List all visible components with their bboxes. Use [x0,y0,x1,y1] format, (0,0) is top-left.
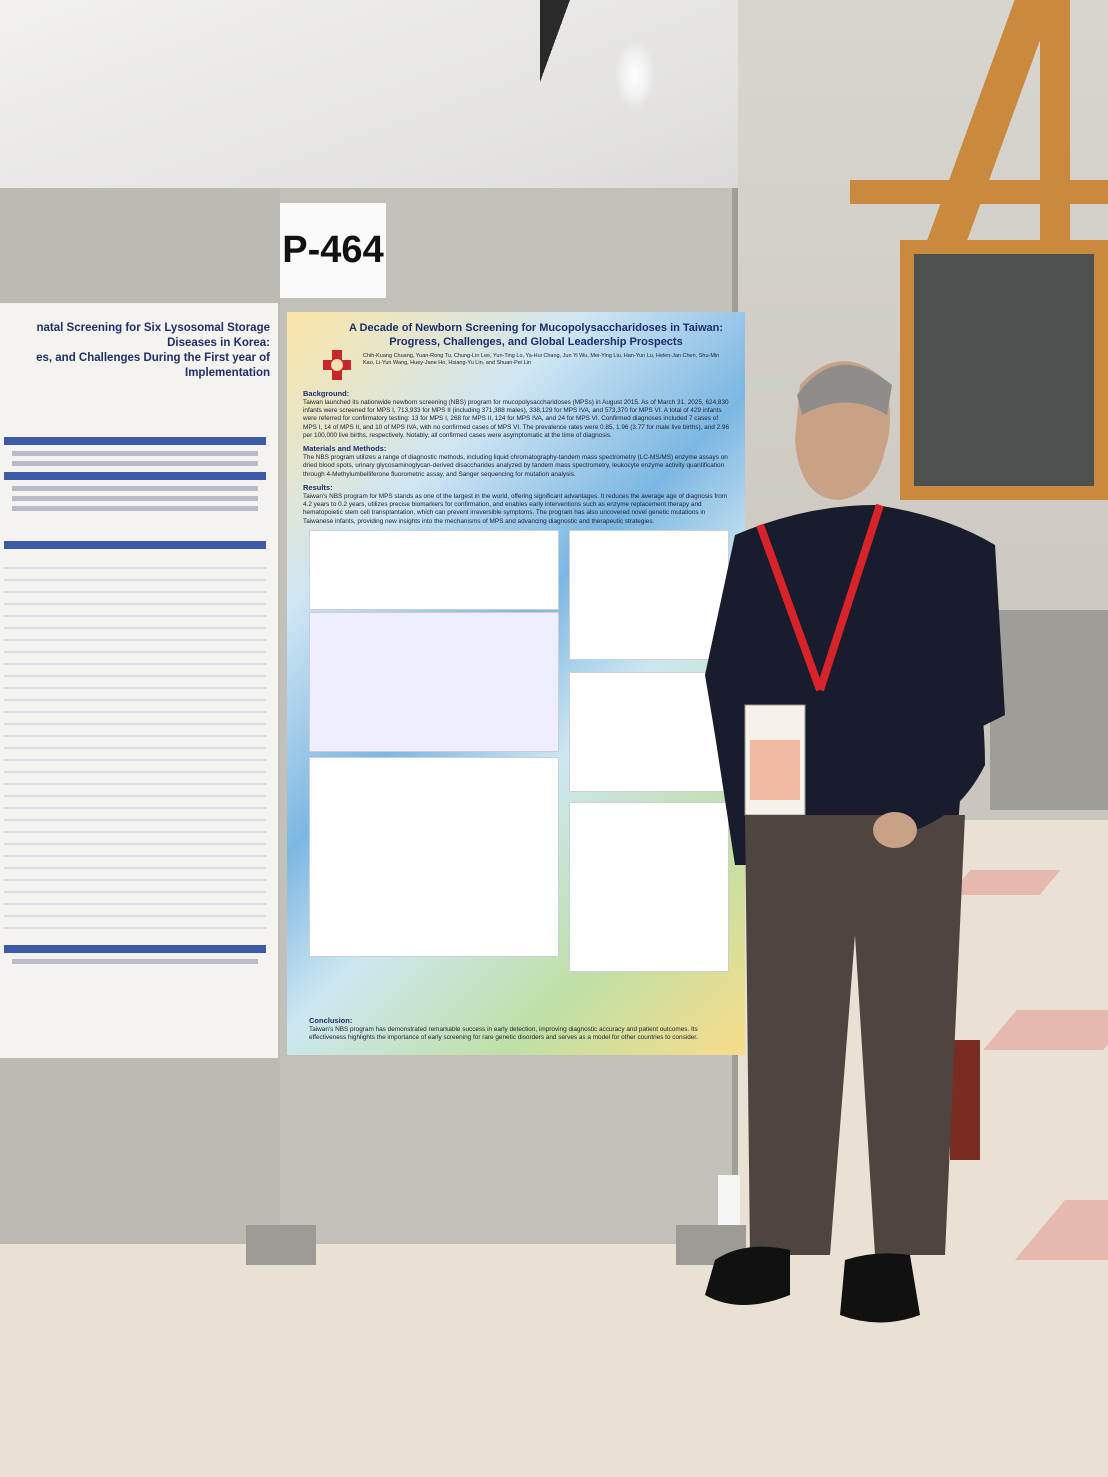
text-line [12,958,258,964]
hair [797,364,892,415]
text-line [12,505,258,511]
main-poster: A Decade of Newborn Screening for Mucopo… [287,312,745,1055]
figure-tables [569,802,729,972]
hand [873,812,917,848]
text-line [12,485,258,491]
text-line [12,495,258,501]
board-foot [246,1225,316,1265]
poster-number-label: P-464 [280,203,386,298]
wall-column [990,610,1108,810]
wooden-frame [1040,0,1070,260]
window [900,240,1108,500]
left-poster: natal Screening for Six Lysosomal Storag… [0,303,278,1058]
poster-title: A Decade of Newborn Screening for Mucopo… [348,322,724,348]
results-text: Taiwan's NBS program for MPS stands as o… [303,492,728,525]
wooden-frame [850,180,1108,204]
lanyard [756,503,884,692]
poster-authors: Chih-Kuang Chuang, Yuan-Rong Tu, Chung-L… [363,352,720,366]
methods-text: The NBS program utilizes a range of diag… [303,453,728,478]
background-text: Taiwan launched its nationwide newborn s… [303,398,730,439]
arm [890,545,985,835]
figure-histogram [569,530,729,660]
figure-line-charts [309,757,559,957]
section-bar [4,944,266,953]
text-line [12,450,258,456]
methods-heading: Materials and Methods: [303,444,387,454]
results-heading: Results: [303,482,333,492]
shoes [705,1246,920,1323]
background-heading: Background: [303,388,350,398]
figure-bar-charts [309,530,559,610]
results-area [4,556,266,937]
hospital-cross-logo [323,350,351,380]
section-bar [4,540,266,549]
person [705,361,1005,1323]
section-bar [4,436,266,445]
conclusion-heading: Conclusion: [309,1016,353,1025]
text-line [12,460,258,466]
chair [950,1040,980,1160]
section-bar [4,471,266,480]
trousers [745,815,965,1255]
conclusion-text: Taiwan's NBS program has demonstrated re… [309,1025,698,1042]
left-poster-title-1: natal Screening for Six Lysosomal Storag… [36,322,270,349]
figure-flowchart [569,672,729,792]
cup [718,1175,740,1225]
badge-graphic [750,740,800,800]
figure-pie-charts [309,612,559,752]
ceiling-light [615,40,655,110]
left-poster-title-2: es, and Challenges During the First year… [36,351,270,379]
